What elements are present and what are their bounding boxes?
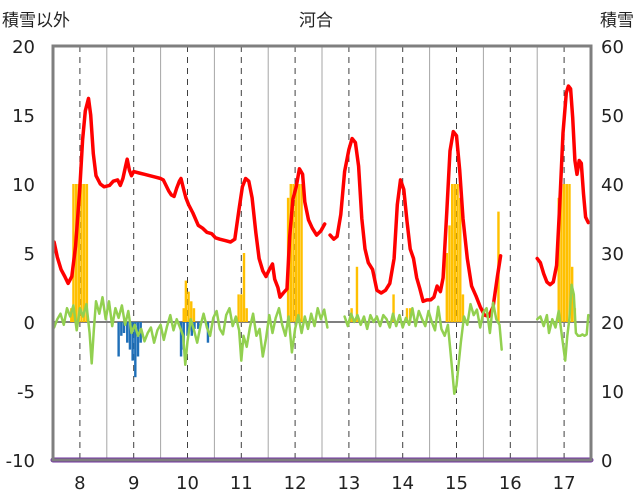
bar-7-6 xyxy=(134,322,137,378)
bar-6-15 xyxy=(245,308,248,322)
bar-7-12 xyxy=(190,322,194,336)
series-line-2 xyxy=(535,84,591,287)
bar-7-7 xyxy=(136,322,140,357)
bar-6-10 xyxy=(190,301,193,322)
x-tick-label: 11 xyxy=(230,473,253,494)
y-right-tick-label: 10 xyxy=(601,382,624,403)
bar-6-39 xyxy=(568,184,571,322)
x-tick-label: 14 xyxy=(391,473,414,494)
bar-6-14 xyxy=(242,253,246,322)
bar-7-1 xyxy=(120,322,123,336)
bar-7-11 xyxy=(186,322,189,336)
series-line-4 xyxy=(343,301,503,396)
bar-6-33 xyxy=(461,294,465,322)
x-tick-label: 8 xyxy=(74,473,85,494)
bar-6-9 xyxy=(187,291,190,322)
bar-7-9 xyxy=(179,322,183,357)
bar-6-30 xyxy=(453,184,457,322)
bar-6-38 xyxy=(565,184,569,322)
y-right-tick-label: 30 xyxy=(601,244,624,265)
chart-title: 河合 xyxy=(299,11,333,31)
bar-6-23 xyxy=(355,266,359,322)
y-right-tick-label: 60 xyxy=(601,37,624,58)
bar-6-4 xyxy=(80,184,83,322)
series-line-3 xyxy=(52,295,329,367)
x-tick-label: 13 xyxy=(337,473,360,494)
bar-6-11 xyxy=(192,308,196,322)
y-right-tick-label: 40 xyxy=(601,175,624,196)
bar-6-19 xyxy=(294,184,298,322)
y-right-axis-label: 積雪 xyxy=(600,11,634,31)
bar-6-12 xyxy=(237,294,240,322)
bar-6-27 xyxy=(445,253,449,322)
bar-6-20 xyxy=(297,184,301,322)
bar-6-3 xyxy=(77,184,81,322)
y-left-tick-label: -5 xyxy=(17,382,35,403)
series-line-0 xyxy=(52,96,327,299)
bar-7-3 xyxy=(126,322,129,343)
plot-frame xyxy=(51,44,593,462)
x-tick-label: 12 xyxy=(284,473,307,494)
bar-7-4 xyxy=(128,322,132,350)
y-left-tick-label: 15 xyxy=(12,106,35,127)
series-line-5 xyxy=(535,283,590,362)
bar-7-14 xyxy=(197,322,200,329)
gridlines xyxy=(53,46,591,460)
bar-7-5 xyxy=(131,322,134,361)
bar-6-28 xyxy=(448,225,451,322)
bar-7-2 xyxy=(122,322,126,334)
bar-6-37 xyxy=(562,184,566,322)
y-left-tick-label: 5 xyxy=(24,244,35,265)
x-tick-label: 10 xyxy=(176,473,199,494)
y-left-axis-label: 積雪以外 xyxy=(2,11,70,31)
bar-6-21 xyxy=(300,184,303,322)
bar-6-36 xyxy=(560,184,563,322)
bar-6-17 xyxy=(289,184,293,322)
bar-7-0 xyxy=(117,322,120,357)
bar-6-35 xyxy=(557,197,560,322)
x-tick-label: 17 xyxy=(553,473,576,494)
bar-6-7 xyxy=(182,308,185,322)
y-left-tick-label: 10 xyxy=(12,175,35,196)
y-left-tick-label: 20 xyxy=(12,37,35,58)
y-right-tick-label: 0 xyxy=(601,451,612,472)
bar-6-5 xyxy=(82,184,86,322)
y-left-tick-label: 0 xyxy=(24,313,35,334)
bar-6-32 xyxy=(459,197,462,322)
bars xyxy=(70,184,577,378)
bar-7-13 xyxy=(193,322,196,329)
bar-6-13 xyxy=(240,294,243,322)
y-right-tick-label: 50 xyxy=(601,106,624,127)
y-right-tick-label: 20 xyxy=(601,313,624,334)
bar-6-8 xyxy=(184,280,188,322)
bar-6-29 xyxy=(450,184,454,322)
x-tick-label: 16 xyxy=(499,473,522,494)
bar-6-31 xyxy=(456,184,459,322)
series-line-1 xyxy=(328,129,503,319)
x-tick-label: 15 xyxy=(445,473,468,494)
x-tick-label: 9 xyxy=(128,473,139,494)
bar-6-6 xyxy=(85,184,89,322)
bar-6-24 xyxy=(392,294,395,322)
bar-6-18 xyxy=(292,184,295,322)
bar-6-25 xyxy=(405,308,409,322)
y-left-tick-label: -10 xyxy=(6,451,35,472)
tick-labels: -10 -5 0 5 10 15 20 0 10 20 30 40 50 60 8 9 10 11 12 13 14 15… xyxy=(6,37,624,494)
